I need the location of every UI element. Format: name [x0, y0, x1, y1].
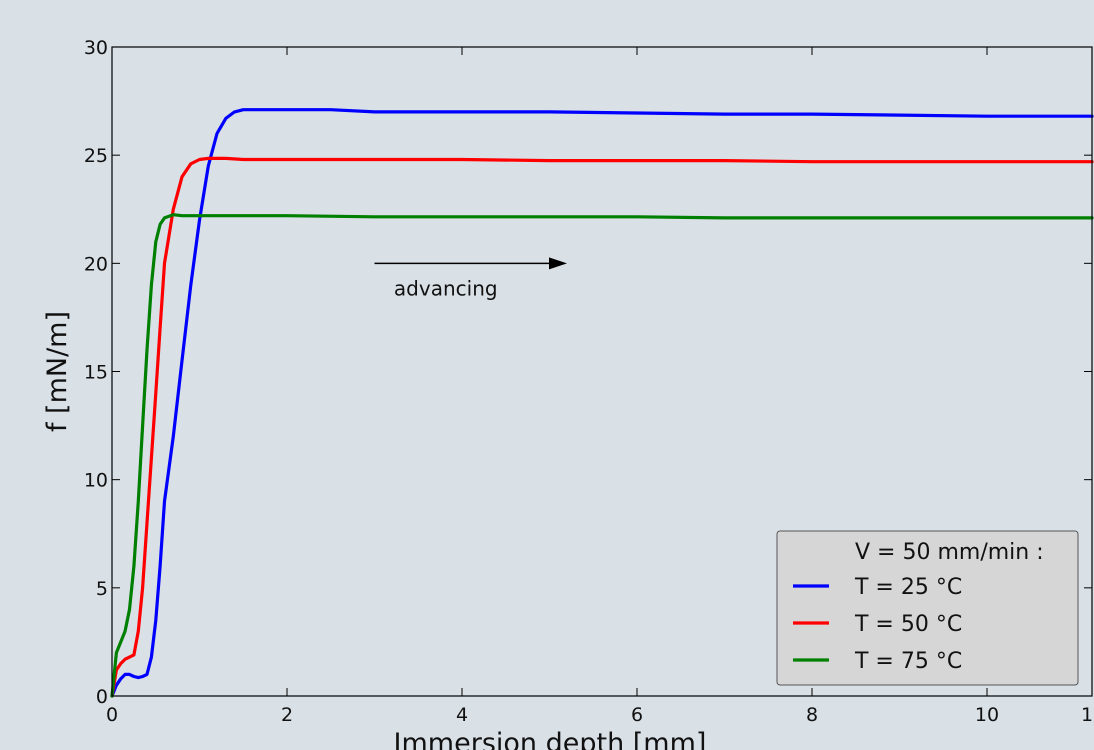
y-tick-label: 15 [84, 362, 108, 384]
x-tick-label: 4 [456, 704, 468, 726]
annotation: advancing [374, 257, 567, 300]
y-tick-label: 25 [84, 145, 108, 167]
x-tick-label: 1 [1081, 704, 1093, 726]
series-line-2 [110, 156, 1094, 698]
x-tick-label: 10 [975, 704, 999, 726]
annotation-arrow-head [549, 257, 567, 270]
x-tick-label: 6 [631, 704, 643, 726]
y-tick-label: 10 [84, 470, 108, 492]
y-axis-title: f [mN/m] [42, 311, 73, 432]
y-tick-label: 30 [84, 37, 108, 59]
x-tick-label: 8 [806, 704, 818, 726]
legend-label-3: T = 75 °C [854, 649, 962, 674]
annotation-label: advancing [394, 276, 498, 300]
legend-label-2: T = 50 °C [854, 612, 962, 637]
x-tick-label: 2 [281, 704, 293, 726]
legend: V = 50 mm/min : T = 25 °C T = 50 °C T = 75 … [776, 530, 1079, 686]
legend-title: V = 50 mm/min : [855, 540, 1044, 565]
legend-box [776, 530, 1079, 686]
y-tick-label: 0 [96, 686, 108, 708]
y-tick-label: 20 [84, 253, 108, 275]
x-axis-title: Immersion depth [mm] [394, 728, 707, 750]
series-lines [110, 108, 1094, 698]
legend-label-1: T = 25 °C [854, 575, 962, 600]
series-line-3 [110, 213, 1094, 698]
y-tick-label: 5 [96, 578, 108, 600]
series-line-1 [110, 108, 1094, 698]
x-tick-label: 0 [106, 704, 118, 726]
